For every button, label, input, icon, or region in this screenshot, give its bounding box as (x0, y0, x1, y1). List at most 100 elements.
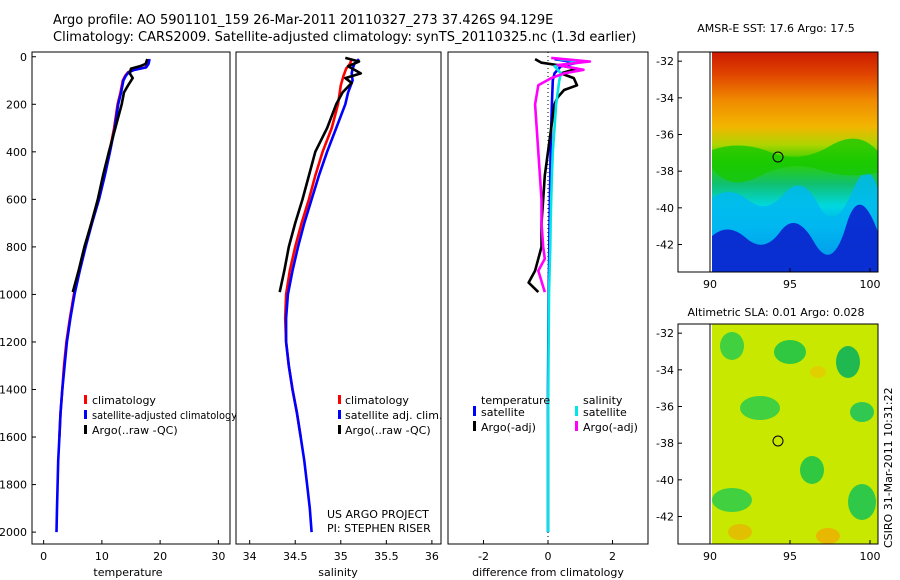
legend-swatch-climatology (338, 395, 341, 404)
legend-title-temperature: temperature (481, 394, 550, 407)
legend-label-satellite: satellite-adjusted climatology (92, 409, 237, 422)
difference-legend: temperature salinity satellite Argo(-adj… (473, 394, 638, 434)
legend-swatch-climatology (84, 395, 87, 404)
difference-x-label: difference from climatology (472, 566, 624, 579)
legend-label-climatology: climatology (345, 394, 409, 407)
x-tick-label: 36 (425, 550, 439, 563)
difference-lines (527, 52, 592, 544)
y-tick-label: 1400 (0, 384, 27, 397)
y-tick-label: 0 (20, 51, 27, 64)
x-tick-label: 95 (783, 278, 797, 291)
x-tick-label: 34 (243, 550, 257, 563)
sla-blob (800, 456, 824, 484)
argo-raw-qc-line (71, 58, 149, 293)
y-tick-label: -38 (656, 165, 674, 178)
x-tick-label: 30 (211, 550, 225, 563)
sla-blob-warm (816, 528, 840, 544)
satellite-adj-clim-line (284, 58, 360, 533)
figure-title-line2: Climatology: CARS2009. Satellite-adjuste… (53, 30, 636, 45)
y-tick-label: -42 (656, 511, 674, 524)
legend-label-sal-argo: Argo(-adj) (583, 421, 638, 434)
credit-pi: PI: STEPHEN RISER (327, 522, 431, 535)
x-tick-label: 95 (783, 550, 797, 563)
x-tick-label: 34.5 (283, 550, 308, 563)
legend-label-argo: Argo(..raw -QC) (345, 424, 431, 437)
x-tick-label: 2 (609, 550, 616, 563)
sst-argo-marker (772, 151, 784, 163)
y-tick-label: -34 (656, 364, 674, 377)
x-tick-label: 100 (860, 278, 881, 291)
sla-field (712, 324, 878, 544)
figure-title-line1: Argo profile: AO 5901101_159 26-Mar-2011… (53, 13, 553, 28)
salinity-argo-adj-line (533, 56, 592, 293)
y-tick-label: 200 (6, 98, 27, 111)
y-tick-label: 1600 (0, 431, 27, 444)
sla-blob (836, 346, 860, 378)
sla-blob-warm (810, 366, 826, 378)
sst-map-panel: AMSR-E SST: 17.6 Argo: 17.5 90 95 100 -32 -3… (656, 22, 880, 291)
x-tick-label: 10 (95, 550, 109, 563)
x-tick-label: 0 (40, 550, 47, 563)
argo-raw-qc-line (278, 56, 363, 293)
legend-swatch-sal-argo (575, 421, 578, 431)
y-tick-label: -40 (656, 202, 674, 215)
temperature-satellite-line (546, 57, 579, 533)
temperature-panel: 0 200 400 600 800 1000 1200 1400 1600 1800 2000 0 1… (0, 51, 237, 579)
sla-map-title: Altimetric SLA: 0.01 Argo: 0.028 (687, 306, 864, 319)
y-tick-label: -38 (656, 437, 674, 450)
x-tick-label: -2 (478, 550, 489, 563)
legend-swatch-temp-argo (473, 421, 476, 431)
sst-blue-band (712, 204, 878, 272)
temperature-x-label: temperature (93, 566, 162, 579)
y-tick-label: -40 (656, 474, 674, 487)
y-tick-label: -42 (656, 239, 674, 252)
legend-label-temp-satellite: satellite (481, 406, 525, 419)
sla-blob (712, 488, 752, 512)
x-tick-label: 35.5 (374, 550, 399, 563)
legend-swatch-temp-satellite (473, 406, 476, 416)
csiro-timestamp: CSIRO 31-Mar-2011 10:31:22 (882, 387, 895, 548)
climatology-line (58, 58, 150, 438)
salinity-x-label: salinity (318, 566, 358, 579)
legend-label-satellite: satellite adj. clim. (345, 409, 442, 422)
y-tick-label: -32 (656, 327, 674, 340)
legend-label-argo: Argo(..raw -QC) (92, 424, 178, 437)
legend-swatch-argo (338, 425, 341, 434)
sst-field (712, 52, 878, 272)
temperature-frame (31, 51, 231, 545)
y-tick-label: 1200 (0, 336, 27, 349)
salinity-legend: climatology satellite adj. clim. Argo(..… (338, 394, 442, 437)
y-tick-label: 400 (6, 146, 27, 159)
x-tick-label: 0 (545, 550, 552, 563)
y-tick-label: 1000 (0, 288, 27, 301)
legend-swatch-satellite (84, 410, 87, 419)
y-tick-label: 600 (6, 193, 27, 206)
y-tick-label: -32 (656, 55, 674, 68)
salinity-x-ticks: 34 34.5 35 35.5 36 (243, 540, 439, 563)
legend-swatch-argo (84, 425, 87, 434)
y-tick-label: 800 (6, 241, 27, 254)
x-tick-label: 20 (153, 550, 167, 563)
temperature-x-ticks: 0 10 20 30 (40, 540, 225, 563)
sst-map-title: AMSR-E SST: 17.6 Argo: 17.5 (697, 22, 855, 35)
sla-blob (720, 332, 744, 360)
salinity-frame (235, 51, 442, 545)
sla-map-frame (677, 323, 879, 545)
salinity-satellite-line (546, 57, 582, 533)
y-tick-label: 2000 (0, 526, 27, 539)
temperature-y-ticks: 0 200 400 600 800 1000 1200 1400 1600 1800 2000 (0, 51, 36, 539)
legend-label-sal-satellite: satellite (583, 406, 627, 419)
x-tick-label: 35 (334, 550, 348, 563)
salinity-lines (278, 56, 363, 533)
legend-label-temp-argo: Argo(-adj) (481, 421, 536, 434)
sla-blob-warm (728, 524, 752, 540)
sla-blob (740, 396, 780, 420)
y-tick-label: 1800 (0, 479, 27, 492)
sla-map-panel: Altimetric SLA: 0.01 Argo: 0.028 90 95 100… (656, 306, 880, 563)
y-tick-label: -36 (656, 129, 674, 142)
sla-argo-marker (772, 435, 784, 447)
sst-green-band (712, 138, 878, 183)
temperature-legend: climatology satellite-adjusted climatolo… (84, 394, 237, 437)
difference-panel: -2 0 2 difference from climatology tempera… (447, 51, 649, 579)
